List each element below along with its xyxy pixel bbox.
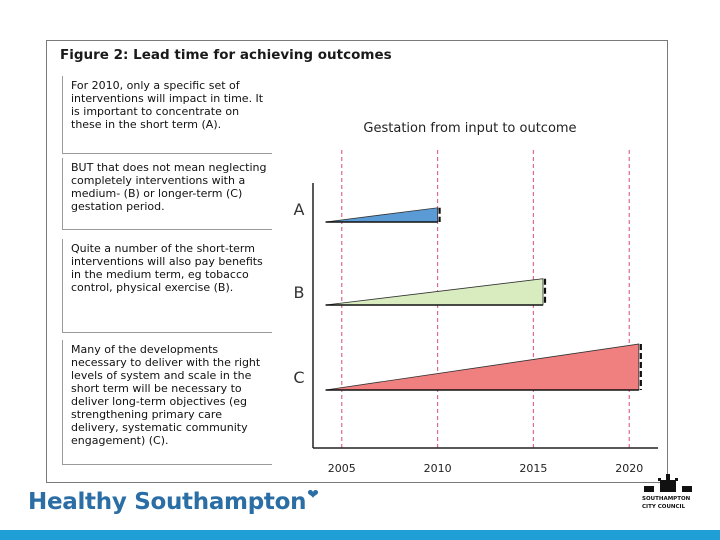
heart-icon: ❤ (307, 487, 319, 503)
bottom-bar (0, 530, 720, 540)
text-box-c: Many of the developments necessary to de… (62, 340, 272, 465)
figure-frame (46, 40, 668, 483)
band-label-C: C (293, 368, 304, 387)
brand-logo: Healthy Southampton❤ (28, 487, 319, 515)
figure-title: Figure 2: Lead time for achieving outcom… (60, 47, 392, 63)
x-tick-label: 2015 (519, 462, 547, 475)
castle-icon (644, 474, 692, 492)
text-box-a: For 2010, only a specific set of interve… (62, 76, 272, 154)
band-C (325, 343, 640, 391)
band-label-B: B (294, 283, 305, 302)
x-tick-label: 2005 (328, 462, 356, 475)
chart-title: Gestation from input to outcome (363, 121, 576, 136)
band-A (325, 207, 438, 223)
x-tick-label: 2010 (424, 462, 452, 475)
band-label-A: A (294, 200, 305, 219)
text-box-b-c: BUT that does not mean neglecting comple… (62, 158, 272, 230)
x-tick-label: 2020 (615, 462, 643, 475)
text-box-b: Quite a number of the short-term interve… (62, 239, 272, 333)
council-name-line2: CITY COUNCIL (642, 504, 686, 510)
council-logo: SOUTHAMPTON CITY COUNCIL (642, 474, 692, 510)
council-name-line1: SOUTHAMPTON (642, 496, 691, 502)
x-tick-labels: 2005 2010 2015 2020 (328, 462, 644, 475)
chart-axes (312, 183, 658, 449)
brand-name: Healthy Southampton (28, 489, 307, 515)
chart-bands: A B C (293, 200, 642, 391)
band-B (325, 278, 544, 306)
